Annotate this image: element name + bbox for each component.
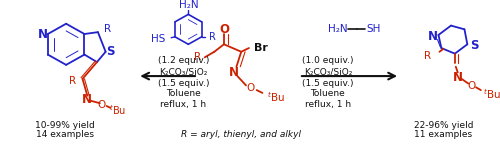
Text: S: S xyxy=(470,39,478,52)
Text: R: R xyxy=(104,24,111,34)
Text: SH: SH xyxy=(367,24,381,34)
Text: O: O xyxy=(467,81,475,91)
Text: R = aryl, thienyl, and alkyl: R = aryl, thienyl, and alkyl xyxy=(181,130,301,139)
Text: R: R xyxy=(194,52,202,62)
Text: 14 examples: 14 examples xyxy=(36,130,94,139)
Text: (1.5 equiv.): (1.5 equiv.) xyxy=(158,79,210,88)
Text: $^t$Bu: $^t$Bu xyxy=(484,87,500,101)
Text: O: O xyxy=(98,100,106,110)
Text: reflux, 1 h: reflux, 1 h xyxy=(160,100,206,109)
Text: O: O xyxy=(246,83,255,93)
Text: Toluene: Toluene xyxy=(166,89,201,98)
Text: 11 examples: 11 examples xyxy=(414,130,472,139)
Text: N: N xyxy=(82,93,92,106)
Text: HS: HS xyxy=(151,34,166,44)
Text: N: N xyxy=(428,30,438,43)
Text: R: R xyxy=(210,32,216,42)
Text: N: N xyxy=(228,66,238,79)
Text: reflux, 1 h: reflux, 1 h xyxy=(305,100,351,109)
Text: R: R xyxy=(70,76,76,86)
Text: Br: Br xyxy=(254,43,268,53)
Text: N: N xyxy=(38,28,48,41)
Text: K₂CO₃/SiO₂: K₂CO₃/SiO₂ xyxy=(160,68,208,77)
Text: R: R xyxy=(424,50,432,60)
Text: S: S xyxy=(106,45,114,58)
Text: O: O xyxy=(219,23,229,36)
Text: H₂N: H₂N xyxy=(178,0,198,10)
Text: (1.0 equiv.): (1.0 equiv.) xyxy=(302,56,354,65)
Text: (1.2 equiv.): (1.2 equiv.) xyxy=(158,56,209,65)
Text: $^t$Bu: $^t$Bu xyxy=(108,103,126,117)
Text: 10-99% yield: 10-99% yield xyxy=(36,121,95,130)
Text: N: N xyxy=(452,71,462,84)
Text: $^t$Bu: $^t$Bu xyxy=(267,91,285,104)
Text: Toluene: Toluene xyxy=(310,89,345,98)
Text: H₂N: H₂N xyxy=(328,24,347,34)
Text: K₂CO₃/SiO₂: K₂CO₃/SiO₂ xyxy=(304,68,352,77)
Text: 22-96% yield: 22-96% yield xyxy=(414,121,473,130)
Text: (1.5 equiv.): (1.5 equiv.) xyxy=(302,79,354,88)
